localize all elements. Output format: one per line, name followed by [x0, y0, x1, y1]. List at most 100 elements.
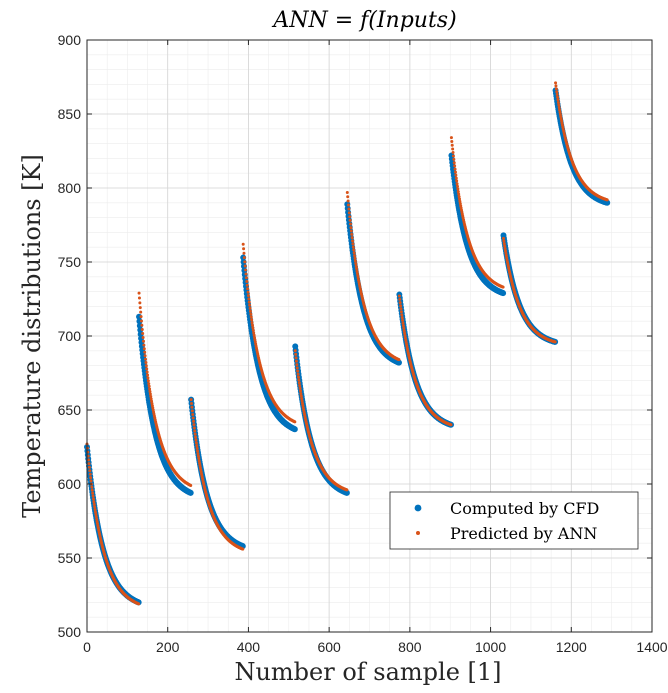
data-point [147, 384, 151, 388]
y-tick-label: 600 [58, 476, 82, 492]
data-point [144, 361, 148, 365]
legend-marker-ann [416, 531, 420, 535]
data-point [501, 285, 505, 289]
data-point [145, 370, 149, 374]
data-point [404, 338, 408, 342]
data-point [198, 464, 202, 468]
data-point [146, 376, 150, 380]
data-point [243, 264, 247, 268]
data-point [142, 339, 145, 343]
data-point [252, 333, 256, 337]
data-point [242, 256, 246, 260]
data-point [250, 321, 254, 325]
data-point [353, 259, 357, 263]
data-point [191, 412, 195, 416]
data-point [501, 236, 505, 240]
legend: Computed by CFD Predicted by ANN [389, 491, 639, 550]
data-point [397, 294, 401, 298]
data-point [503, 247, 507, 251]
data-point [454, 176, 458, 180]
data-point [142, 343, 146, 347]
data-point [139, 319, 143, 323]
data-point [192, 423, 196, 427]
data-point [457, 195, 461, 199]
data-point [141, 335, 145, 339]
data-point [293, 420, 297, 424]
data-point [193, 432, 197, 436]
data-point [556, 98, 560, 102]
y-tick-label: 850 [58, 106, 82, 122]
data-point [452, 161, 456, 165]
data-point [604, 199, 611, 206]
data-point [398, 297, 402, 301]
data-point [191, 416, 195, 420]
data-point [144, 364, 148, 368]
data-point [297, 378, 301, 382]
data-point [354, 262, 358, 266]
data-point [247, 300, 251, 304]
data-point [403, 336, 407, 340]
data-point [557, 105, 561, 109]
data-point [248, 306, 252, 310]
data-point [605, 198, 609, 202]
data-point [138, 306, 142, 310]
data-point [455, 179, 459, 183]
data-point [348, 218, 352, 222]
y-tick-label: 750 [58, 254, 82, 270]
data-point [246, 290, 250, 294]
data-point [500, 290, 507, 297]
data-point [450, 140, 454, 144]
data-point [397, 358, 401, 362]
data-point [347, 207, 351, 211]
data-point [93, 505, 97, 509]
data-point [558, 108, 562, 112]
data-point [345, 488, 349, 492]
series-layer [84, 81, 611, 606]
data-point [299, 392, 303, 396]
data-point [349, 226, 353, 230]
data-point [88, 469, 92, 473]
data-point [395, 359, 402, 366]
data-point [148, 387, 152, 391]
data-point [189, 398, 193, 402]
data-point [555, 93, 559, 97]
data-point [149, 397, 153, 401]
data-point [455, 184, 459, 188]
data-point [504, 254, 508, 258]
data-point [352, 248, 356, 252]
data-point [401, 318, 405, 322]
y-axis-label: Temperature distributions [K] [18, 154, 46, 518]
data-point [87, 458, 91, 462]
data-point [300, 397, 304, 401]
data-point [293, 349, 297, 353]
data-point [351, 242, 355, 246]
y-tick-label: 550 [58, 550, 82, 566]
data-point [193, 429, 197, 433]
data-point [192, 419, 196, 423]
x-tick-label: 0 [83, 639, 91, 655]
data-point [192, 426, 196, 430]
data-point [241, 547, 245, 551]
data-point [350, 232, 354, 236]
data-point [298, 389, 302, 393]
y-tick-labels: 500 550 600 650 700 750 800 850 900 [58, 32, 82, 640]
data-point [252, 335, 256, 339]
x-tick-label: 1000 [475, 639, 506, 655]
data-point [458, 197, 461, 201]
data-point [146, 379, 150, 383]
data-point [144, 357, 148, 361]
data-point [137, 296, 141, 300]
data-point [458, 202, 462, 206]
data-point [142, 347, 146, 351]
y-tick-label: 900 [58, 32, 82, 48]
data-point [348, 215, 352, 219]
data-point [347, 211, 351, 215]
data-point [195, 444, 199, 448]
data-point [458, 199, 462, 203]
data-point [241, 242, 245, 246]
data-point [91, 491, 95, 495]
x-tick-labels: 0 200 400 600 800 1000 1200 1400 [83, 639, 668, 655]
data-point [294, 359, 298, 363]
data-point [244, 272, 248, 276]
data-point [399, 307, 403, 311]
